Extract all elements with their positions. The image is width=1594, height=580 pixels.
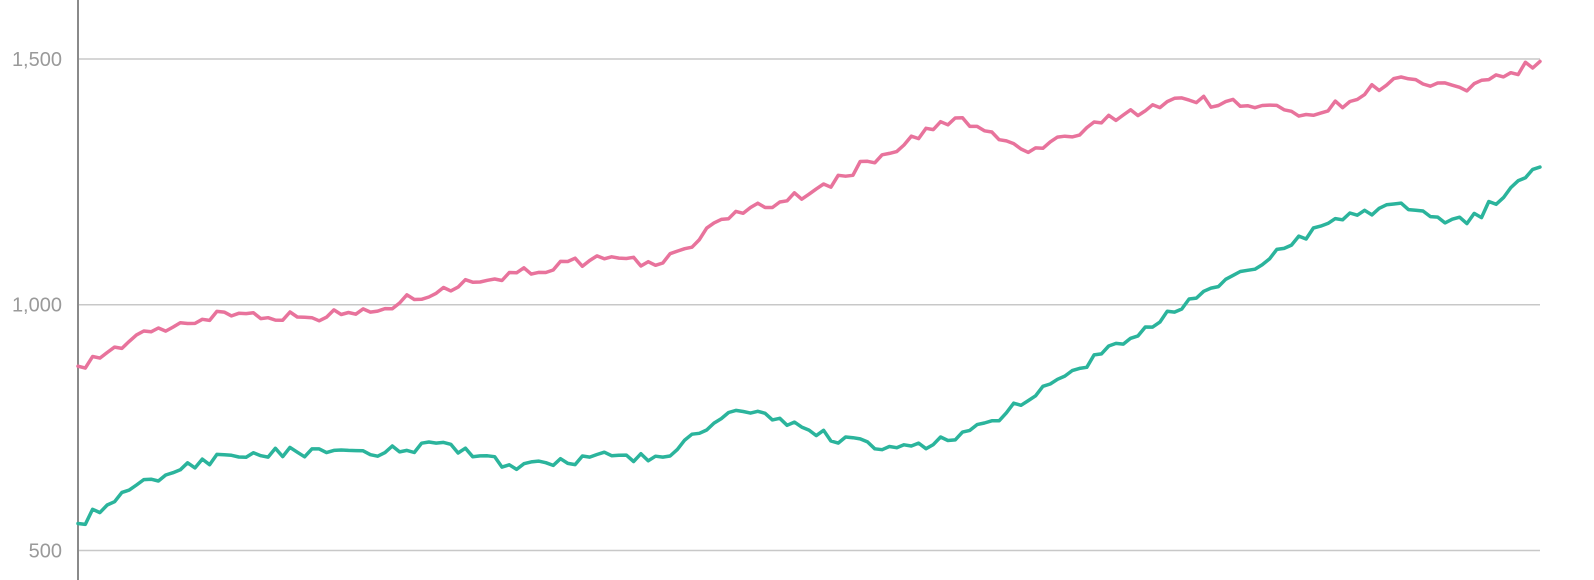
series-lines bbox=[76, 59, 1542, 527]
series-line-2 bbox=[76, 165, 1542, 527]
y-axis-tick-labels: 500 1,000 1,500 bbox=[12, 49, 62, 563]
series-line-1 bbox=[76, 59, 1542, 370]
y-tick-label: 1,500 bbox=[12, 49, 62, 71]
gridlines bbox=[78, 58, 1540, 552]
y-tick-label: 1,000 bbox=[12, 295, 62, 317]
y-tick-label: 500 bbox=[29, 541, 62, 563]
